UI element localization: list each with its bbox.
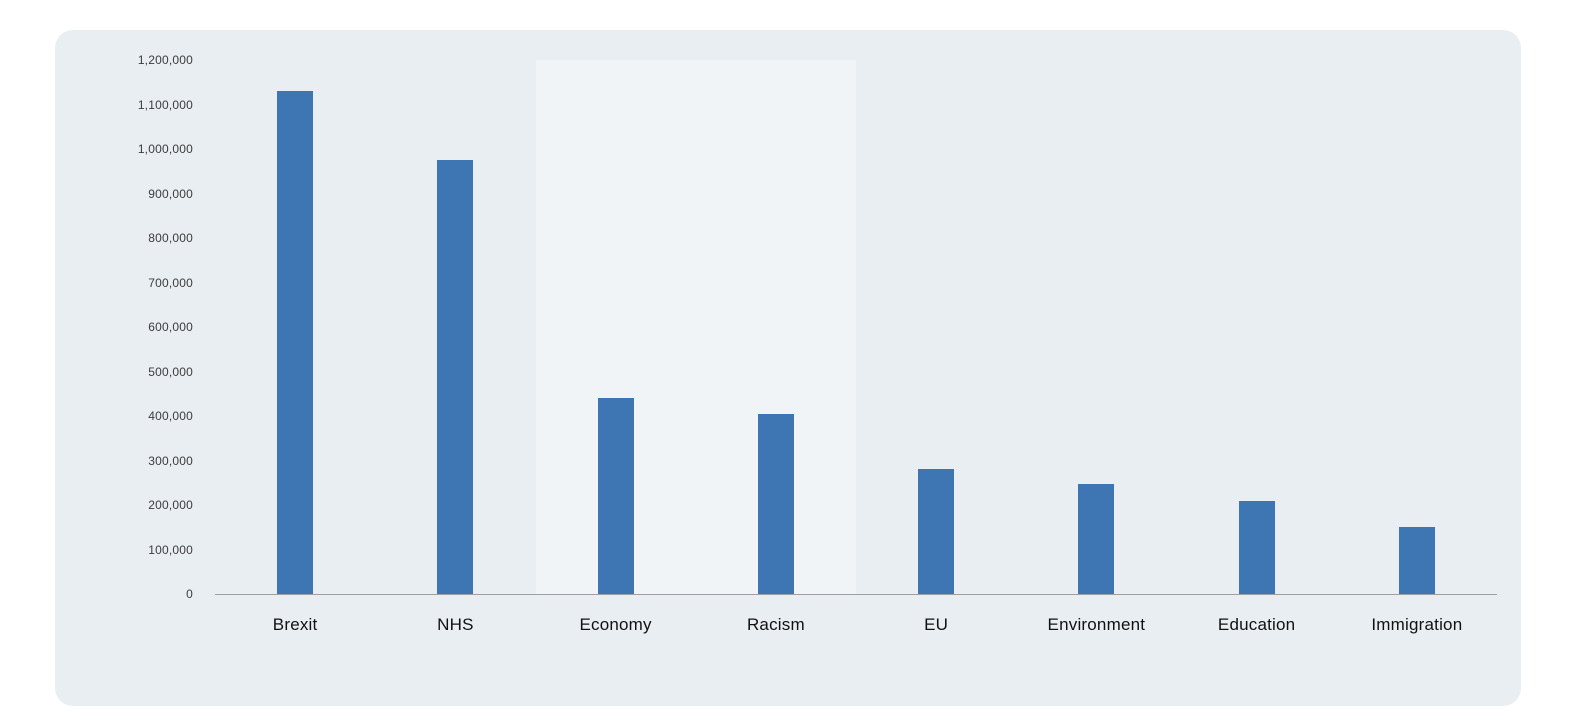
bar-column-education: [1177, 60, 1337, 594]
x-axis-label-education: Education: [1217, 615, 1296, 634]
y-tick-label: 0: [186, 587, 193, 601]
chart-card: 0 100,000 200,000 300,000 400,000 500,000 600,…: [55, 30, 1521, 706]
bar-brexit: [277, 91, 314, 594]
bar-column-racism: [695, 60, 856, 594]
bar-immigration: [1398, 527, 1435, 594]
bar-nhs: [437, 160, 474, 594]
x-axis-label-economy: Economy: [579, 615, 652, 634]
y-tick-label: 1,000,000: [137, 142, 193, 156]
x-axis-labels: Brexit NHS Economy Racism EU Environment Educa…: [215, 595, 1497, 635]
x-axis-label-environment: Environment: [1047, 615, 1146, 634]
y-tick-label: 200,000: [148, 498, 193, 512]
x-axis-label-immigration: Immigration: [1371, 615, 1463, 634]
bar-education: [1238, 501, 1275, 594]
y-tick-label: 600,000: [148, 320, 193, 334]
bar-column-economy: [535, 60, 696, 594]
bar-column-brexit: [215, 60, 375, 594]
bar-eu: [918, 469, 955, 594]
y-tick-label: 700,000: [148, 275, 193, 290]
bar-column-nhs: [375, 60, 535, 594]
y-tick-label: 500,000: [148, 364, 193, 379]
x-axis-label-eu: EU: [924, 615, 949, 634]
bar-racism: [757, 414, 794, 594]
plot-area: [215, 60, 1497, 595]
x-axis-label-brexit: Brexit: [272, 615, 318, 634]
y-tick-label: 900,000: [148, 186, 193, 201]
y-tick-label: 300,000: [148, 453, 193, 468]
y-tick-label: 100,000: [148, 542, 193, 557]
y-axis: 0 100,000 200,000 300,000 400,000 500,000 600,…: [101, 53, 193, 601]
y-tick-label: 800,000: [148, 231, 193, 245]
plot-wrap: Brexit NHS Economy Racism EU Environment Educa…: [215, 60, 1497, 635]
y-tick-label: 1,200,000: [137, 53, 193, 67]
x-axis-label-racism: Racism: [746, 615, 805, 634]
bar-chart: 0 100,000 200,000 300,000 400,000 500,000 600,…: [55, 30, 1521, 635]
bar-economy: [597, 398, 634, 594]
bar-column-eu: [856, 60, 1016, 594]
y-tick-label: 400,000: [148, 409, 193, 423]
bar-environment: [1078, 484, 1115, 594]
bar-column-environment: [1016, 60, 1176, 594]
y-tick-label: 1,100,000: [137, 97, 193, 112]
bar-column-immigration: [1337, 60, 1497, 594]
x-axis-label-nhs: NHS: [437, 615, 474, 634]
